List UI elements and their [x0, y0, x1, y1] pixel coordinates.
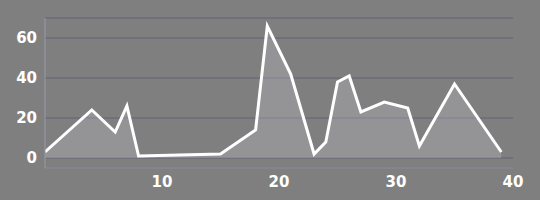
svg-text:40: 40 — [16, 69, 37, 87]
svg-text:30: 30 — [386, 173, 407, 191]
svg-text:10: 10 — [152, 173, 173, 191]
svg-text:40: 40 — [503, 173, 524, 191]
svg-text:20: 20 — [16, 109, 37, 127]
svg-text:20: 20 — [269, 173, 290, 191]
svg-text:60: 60 — [16, 29, 37, 47]
svg-text:0: 0 — [27, 149, 37, 167]
